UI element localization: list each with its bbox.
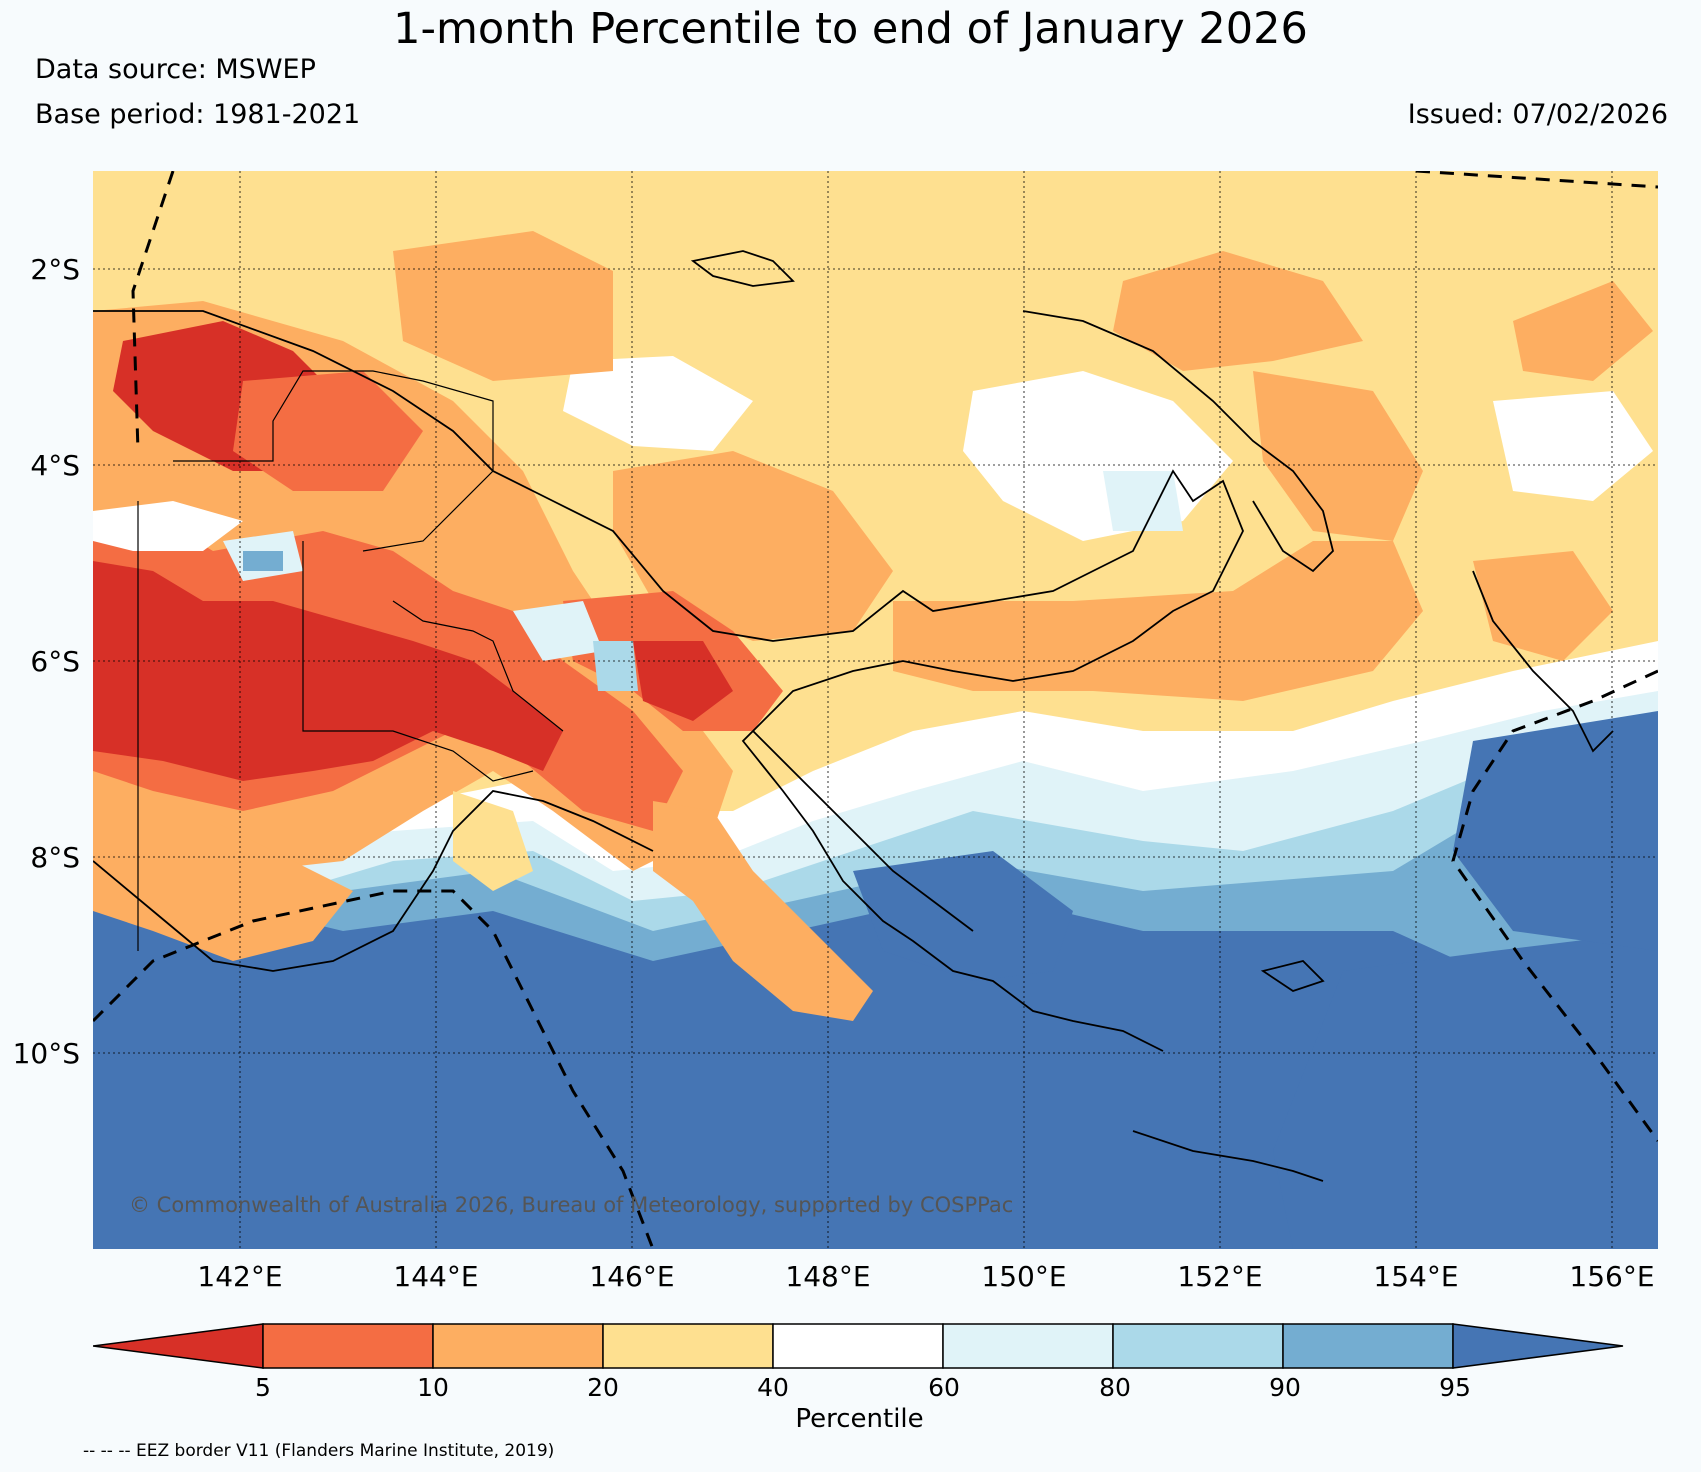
lat-label-2s: 2°S <box>30 253 80 286</box>
colorbar-segment-1 <box>262 1323 434 1369</box>
lon-label-150e: 150°E <box>981 1260 1067 1293</box>
colorbar-tick-5: 5 <box>255 1373 271 1402</box>
eez-border-legend: -- -- -- EEZ border V11 (Flanders Marine… <box>83 1441 555 1461</box>
colorbar-tick-60: 60 <box>928 1373 960 1402</box>
lat-label-10s: 10°S <box>12 1037 80 1070</box>
base-period-label: Base period: 1981-2021 <box>35 99 361 130</box>
lat-label-6s: 6°S <box>30 645 80 678</box>
colorbar-segment-4 <box>772 1323 944 1369</box>
colorbar-segment-5 <box>942 1323 1114 1369</box>
colorbar <box>93 1323 1624 1369</box>
map-title: 1-month Percentile to end of January 202… <box>393 4 1308 54</box>
colorbar-segment-3 <box>602 1323 774 1369</box>
data-source-label: Data source: MSWEP <box>35 54 316 85</box>
colorbar-segment-high <box>1452 1323 1624 1369</box>
lon-label-152e: 152°E <box>1177 1260 1263 1293</box>
colorbar-tick-10: 10 <box>417 1373 449 1402</box>
colorbar-tick-20: 20 <box>587 1373 619 1402</box>
colorbar-segment-low <box>93 1323 264 1369</box>
issued-date-label: Issued: 07/02/2026 <box>1407 99 1668 130</box>
lon-label-148e: 148°E <box>785 1260 871 1293</box>
colorbar-segment-7 <box>1282 1323 1454 1369</box>
lon-label-154e: 154°E <box>1373 1260 1459 1293</box>
colorbar-segment-2 <box>432 1323 604 1369</box>
lon-label-144e: 144°E <box>393 1260 479 1293</box>
colorbar-tick-80: 80 <box>1099 1373 1131 1402</box>
lon-label-156e: 156°E <box>1569 1260 1655 1293</box>
colorbar-tick-90: 90 <box>1269 1373 1301 1402</box>
lat-label-8s: 8°S <box>30 841 80 874</box>
lon-label-146e: 146°E <box>589 1260 675 1293</box>
lon-label-142e: 142°E <box>197 1260 283 1293</box>
colorbar-tick-95: 95 <box>1439 1373 1471 1402</box>
copyright-notice: © Commonwealth of Australia 2026, Bureau… <box>129 1193 1014 1217</box>
colorbar-label: Percentile <box>795 1404 924 1434</box>
colorbar-segment-6 <box>1112 1323 1284 1369</box>
lat-label-4s: 4°S <box>30 449 80 482</box>
colorbar-tick-40: 40 <box>757 1373 789 1402</box>
percentile-map <box>93 171 1658 1249</box>
